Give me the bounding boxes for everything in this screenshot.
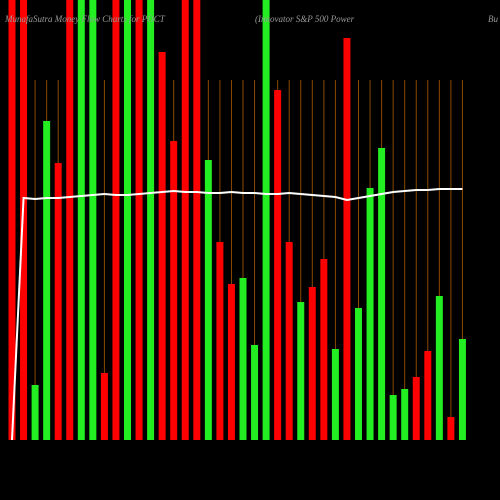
bar	[8, 0, 16, 440]
bar	[401, 389, 409, 440]
bar	[366, 188, 374, 440]
bar	[412, 377, 420, 440]
bar	[193, 0, 201, 440]
bar	[170, 141, 178, 440]
chart-subtitle: (Innovator S&P 500 Power	[255, 14, 355, 24]
plot	[8, 0, 466, 441]
bar	[54, 163, 62, 440]
bar	[20, 0, 28, 440]
bar	[31, 385, 39, 440]
chart-title: MunafaSutra Money Flow Charts for POCT	[4, 14, 166, 24]
bar	[274, 90, 282, 440]
bar	[112, 0, 120, 440]
bar	[285, 242, 293, 440]
bar	[147, 0, 155, 440]
bar	[66, 0, 74, 440]
bar	[43, 121, 51, 440]
bar	[320, 259, 328, 440]
bar	[458, 339, 466, 440]
bar	[204, 160, 212, 440]
money-flow-line	[11, 188, 463, 441]
bar	[77, 0, 85, 440]
bar	[424, 351, 432, 440]
bar	[343, 38, 351, 440]
bar	[262, 0, 270, 440]
bar	[251, 345, 259, 440]
bar	[181, 0, 189, 440]
bar	[135, 0, 143, 440]
bar	[100, 373, 108, 440]
bar	[389, 395, 397, 440]
bar	[158, 52, 166, 440]
bar	[227, 284, 235, 440]
chart-title-tail: Bu	[488, 14, 498, 24]
bar	[447, 417, 455, 440]
bar	[124, 0, 131, 440]
bar	[297, 302, 305, 440]
bar	[331, 349, 339, 440]
bar	[216, 242, 224, 440]
bar	[89, 0, 97, 440]
bar	[355, 308, 362, 440]
bar	[378, 148, 386, 440]
bar	[308, 287, 316, 440]
bar	[239, 278, 247, 440]
bar	[435, 296, 443, 440]
